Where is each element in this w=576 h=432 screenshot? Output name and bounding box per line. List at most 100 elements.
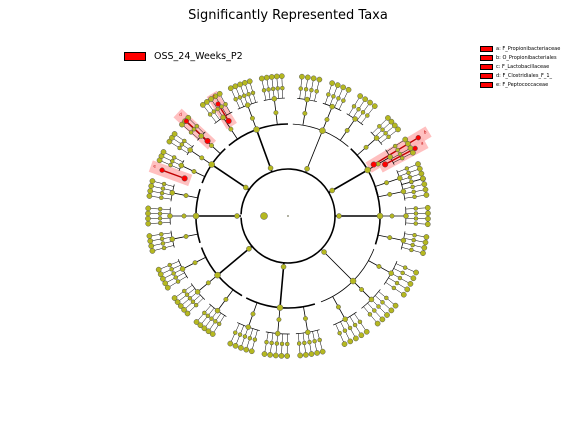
taxon-node — [304, 74, 311, 81]
group-legend-swatch — [124, 52, 146, 61]
taxon-node — [423, 234, 430, 240]
taxon-node — [160, 241, 166, 246]
taxon-node — [237, 81, 243, 88]
taxon-node — [403, 213, 409, 219]
taxon-node — [250, 311, 256, 317]
taxon-node — [345, 86, 352, 93]
taxon-node — [303, 87, 309, 92]
taxon-node — [146, 193, 153, 199]
taxon-node — [374, 320, 381, 327]
taxon-node — [351, 104, 357, 109]
taxon-node — [410, 242, 415, 248]
taxon-node — [387, 191, 393, 197]
taxon-node — [397, 275, 403, 281]
taxon-node — [412, 232, 417, 238]
branch-line — [305, 130, 323, 173]
taxon-node — [357, 319, 363, 325]
taxon-node — [219, 104, 224, 109]
taxon-node — [380, 300, 385, 305]
taxon-node — [197, 322, 204, 329]
taxon-node — [241, 93, 247, 98]
taxon-node — [422, 239, 429, 246]
taxon-node — [285, 341, 290, 347]
taxon-node — [177, 145, 182, 151]
taxon-node — [395, 126, 401, 133]
taxon-node — [169, 236, 176, 242]
taxon-node — [177, 303, 184, 309]
taxon-node — [183, 233, 189, 239]
taxon-node — [384, 295, 389, 301]
taxon-node — [341, 341, 348, 347]
chart-title: Significantly Represented Taxa — [188, 8, 388, 23]
taxon-node — [202, 310, 207, 316]
taxon-node — [157, 271, 164, 278]
taxon-node — [248, 348, 255, 355]
taxon-node — [402, 265, 408, 270]
taxon-node — [391, 122, 398, 129]
taxon-node — [302, 110, 308, 116]
taxon-node — [161, 181, 167, 187]
taxon-node — [367, 99, 373, 106]
taxon-node — [307, 339, 312, 345]
branch-line — [384, 147, 416, 165]
taxon-node — [406, 170, 411, 176]
taxon-node — [284, 353, 291, 359]
taxon-node — [347, 338, 354, 345]
taxon-node — [303, 316, 308, 321]
taxon-node — [184, 310, 191, 317]
taxon-node — [168, 162, 173, 168]
taxa-legend-label: a: F_Propionibacteriaceae — [496, 45, 561, 52]
taxon-node — [352, 322, 358, 328]
taxon-node — [352, 116, 358, 122]
taxon-node — [400, 188, 407, 195]
taxon-node — [159, 236, 165, 242]
taxon-node — [192, 212, 200, 220]
taxa-legend-item: b: O_Propionibacteriales — [480, 53, 560, 62]
taxon-node — [363, 144, 369, 150]
highlighted-node — [225, 117, 232, 125]
taxon-node — [159, 195, 164, 200]
taxon-node — [317, 337, 322, 343]
taxon-node — [376, 304, 381, 309]
taxon-node — [280, 85, 285, 91]
taxon-node — [188, 130, 194, 135]
taxon-node — [409, 179, 414, 184]
taxa-legend: a: F_Propionibacteriaceae b: O_Propionib… — [480, 44, 560, 89]
taxa-legend-swatch — [480, 81, 493, 88]
taxon-node — [329, 80, 335, 86]
taxon-node — [208, 161, 215, 168]
taxon-node — [237, 332, 243, 337]
taxon-node — [160, 186, 166, 191]
taxon-node — [334, 82, 341, 88]
group-legend: OSS_24_Weeks_P2 — [124, 51, 243, 62]
taxon-node — [340, 84, 347, 91]
taxon-node — [228, 126, 234, 132]
taxon-node — [413, 269, 419, 276]
taxon-node — [372, 308, 377, 313]
taxon-node — [388, 270, 394, 276]
taxa-legend-swatch — [480, 72, 493, 79]
taxon-node — [349, 277, 357, 285]
taxon-node — [424, 221, 431, 228]
taxon-node — [404, 166, 410, 171]
taxon-node — [220, 114, 226, 121]
taxon-node — [336, 96, 341, 101]
taxon-node — [179, 266, 186, 272]
taxon-node — [205, 280, 211, 286]
taxon-node — [178, 162, 185, 169]
taxon-node — [411, 189, 416, 195]
taxon-node — [244, 102, 251, 108]
taxon-node — [367, 312, 373, 317]
taxon-node — [273, 110, 279, 116]
taxon-node — [169, 267, 174, 272]
taxon-node — [160, 149, 167, 155]
taxon-node — [422, 186, 429, 193]
taxon-node — [249, 115, 255, 121]
taxon-node — [181, 306, 187, 313]
taxon-node — [205, 313, 211, 319]
taxon-node — [198, 133, 204, 139]
taxon-node — [278, 73, 285, 79]
taxon-node — [353, 335, 359, 342]
taxon-node — [272, 352, 279, 359]
taxon-node — [148, 243, 155, 249]
